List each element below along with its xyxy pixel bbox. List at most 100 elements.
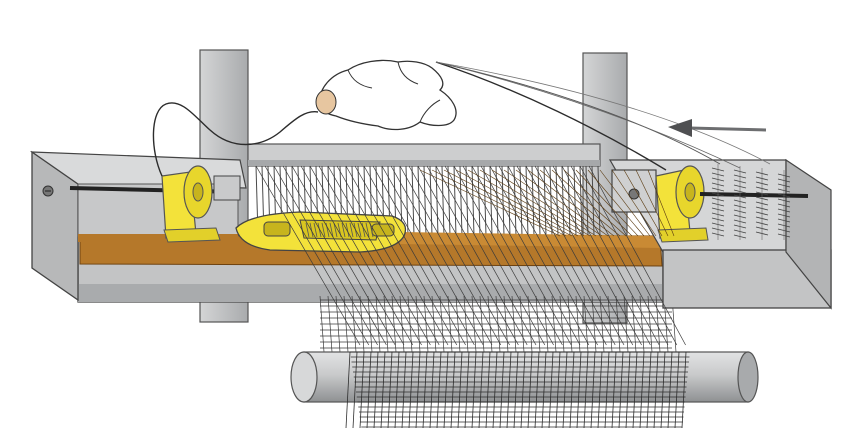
- reed-tooth: [531, 165, 535, 237]
- reed-tooth: [465, 165, 469, 237]
- warp-thread: [674, 351, 680, 429]
- warp-thread: [480, 165, 581, 346]
- warp-thread: [520, 351, 526, 429]
- reed-tooth: [483, 165, 487, 237]
- warp-thread: [479, 169, 591, 237]
- cloth-on-beam: [345, 351, 690, 429]
- warp-thread: [615, 295, 621, 353]
- warp-thread: [618, 351, 624, 429]
- warp-thread: [639, 295, 645, 353]
- warp-thread: [559, 295, 565, 353]
- warp-thread: [583, 351, 589, 429]
- warp-thread: [632, 351, 638, 429]
- warp-thread: [457, 351, 463, 429]
- warp-thread: [455, 295, 461, 353]
- warp-thread: [527, 351, 533, 429]
- warp-thread: [354, 165, 458, 346]
- warp-thread: [367, 295, 373, 353]
- warp-thread: [327, 165, 431, 346]
- warp-thread: [373, 351, 379, 429]
- warp-thread: [300, 165, 405, 346]
- warp-thread: [647, 169, 675, 237]
- warp-thread: [423, 295, 429, 353]
- warp-thread: [667, 351, 673, 429]
- reed-tooth: [447, 165, 451, 237]
- warp-thread: [408, 165, 510, 346]
- warp-thread: [639, 351, 645, 429]
- warp-thread: [443, 169, 573, 237]
- warp-thread: [551, 295, 557, 353]
- warp-thread: [516, 165, 616, 346]
- warp-thread: [318, 165, 422, 346]
- warp-thread: [264, 165, 370, 346]
- reed-tooth: [501, 165, 505, 237]
- warp-thread: [453, 165, 554, 346]
- warp-thread: [681, 351, 687, 429]
- warp-springs: [711, 164, 791, 240]
- warp-thread: [471, 351, 477, 429]
- bobbin-thread: [341, 222, 346, 238]
- warp-thread: [551, 169, 627, 237]
- warp-thread: [635, 169, 669, 237]
- reed-tooth: [417, 165, 421, 237]
- warp-thread: [352, 351, 358, 429]
- warp-thread: [534, 351, 540, 429]
- warp-thread: [359, 351, 365, 429]
- warp-thread: [647, 295, 653, 353]
- warp-thread: [515, 169, 609, 237]
- warp-thread: [552, 165, 651, 346]
- bobbin-thread: [357, 222, 362, 238]
- warp-thread: [464, 351, 470, 429]
- bobbin-thread: [361, 222, 366, 238]
- warp-thread: [590, 351, 596, 429]
- warp-thread: [467, 169, 585, 237]
- warp-thread: [399, 165, 502, 346]
- reed-tooth: [471, 165, 475, 237]
- warp-thread: [381, 165, 484, 346]
- hand: [315, 59, 457, 131]
- warp-thread: [390, 165, 493, 346]
- warp-thread: [576, 351, 582, 429]
- bobbin-thread: [365, 222, 370, 238]
- bobbin-thread: [345, 222, 350, 238]
- bobbin-thread: [313, 222, 318, 238]
- warp-thread: [291, 165, 396, 346]
- warp-thread: [387, 351, 393, 429]
- arrow-left-icon: [668, 119, 767, 137]
- warp-thread: [463, 295, 469, 353]
- warp-thread: [604, 351, 610, 429]
- warp-thread: [422, 351, 428, 429]
- warp-thread: [498, 165, 598, 346]
- warp-thread: [471, 165, 572, 346]
- warp-thread: [611, 351, 617, 429]
- warp-thread: [506, 351, 512, 429]
- warp-thread: [491, 169, 597, 237]
- warp-thread: [429, 351, 435, 429]
- warp-thread: [399, 295, 405, 353]
- warp-thread: [417, 165, 519, 346]
- left-pulley: [161, 165, 221, 243]
- warp-thread: [499, 351, 505, 429]
- beater-bar: [247, 143, 601, 167]
- warp-thread: [607, 295, 613, 353]
- reed-tooth: [519, 165, 523, 237]
- warp-thread: [655, 295, 661, 353]
- bobbin-thread: [349, 222, 354, 238]
- warp-thread: [336, 165, 440, 346]
- warp-thread: [419, 169, 561, 237]
- warp-thread: [548, 351, 554, 429]
- warp-thread: [599, 169, 651, 237]
- warp-thread: [282, 165, 387, 346]
- warp-thread: [415, 351, 421, 429]
- bobbin-thread: [321, 222, 326, 238]
- warp-thread: [646, 351, 652, 429]
- warp-thread: [343, 295, 349, 353]
- warp-thread: [359, 295, 365, 353]
- reed-tooth: [555, 165, 559, 237]
- pull-cord: [152, 61, 771, 177]
- warp-thread: [591, 295, 597, 353]
- warp-thread: [569, 351, 575, 429]
- warp-thread: [561, 165, 660, 346]
- warp-thread: [366, 351, 372, 429]
